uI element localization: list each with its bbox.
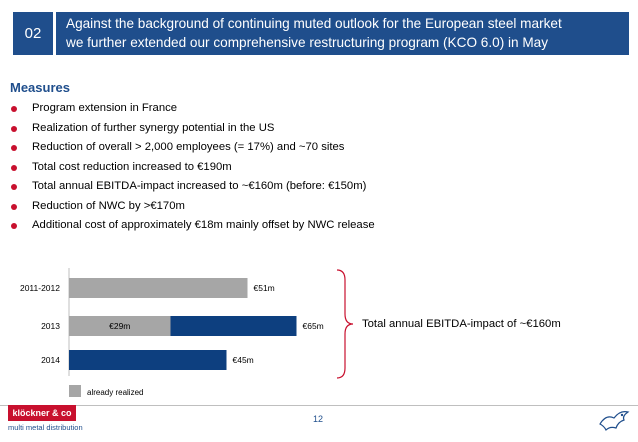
- section-number: 02: [24, 25, 42, 42]
- bar-segment: [69, 278, 248, 298]
- measure-item: Reduction of NWC by >€170m: [10, 197, 375, 217]
- measure-text: Total cost reduction increased to €190m: [32, 160, 232, 173]
- measure-item: Program extension in France: [10, 99, 375, 119]
- ebitda-impact-chart: 2011-2012 2013 2014 €51m €29m €65m €45m: [0, 262, 638, 402]
- bar-segment: [170, 316, 297, 336]
- data-label: €51m: [254, 283, 275, 293]
- legend-label-already-realized: already realized: [87, 388, 144, 397]
- measure-text: Reduction of NWC by >€170m: [32, 199, 185, 212]
- company-tagline: multi metal distribution: [8, 423, 83, 432]
- slide-title-line-1: Against the background of continuing mut…: [66, 16, 562, 31]
- measure-text: Total annual EBITDA-impact increased to …: [32, 180, 367, 192]
- bullet-icon: [11, 184, 17, 190]
- total-ebitda-annotation: Total annual EBITDA-impact of ~€160m: [362, 318, 561, 330]
- footer-divider: [0, 405, 638, 406]
- bullet-icon: [11, 106, 17, 112]
- measures-heading: Measures: [10, 80, 70, 95]
- bullet-icon: [11, 203, 17, 210]
- measure-text: Realization of further synergy potential…: [32, 121, 275, 134]
- bullet-icon: [11, 164, 17, 171]
- bullet-icon: [11, 223, 17, 229]
- bullet-icon: [11, 125, 17, 132]
- y-tick-label: 2014: [41, 355, 60, 365]
- y-tick-label: 2013: [41, 321, 60, 331]
- section-number-badge: 02: [13, 12, 53, 55]
- right-brace-icon: [336, 269, 354, 379]
- mascot-icon: [599, 411, 630, 432]
- measure-item: Reduction of overall > 2,000 employees (…: [10, 138, 375, 158]
- data-label: €65m: [303, 321, 324, 331]
- y-tick-label: 2011-2012: [20, 283, 60, 293]
- measure-item: Total annual EBITDA-impact increased to …: [10, 177, 375, 197]
- slide-title: Against the background of continuing mut…: [56, 12, 629, 55]
- bar-segment: [69, 350, 227, 370]
- data-label: €29m: [109, 321, 130, 331]
- measure-item: Realization of further synergy potential…: [10, 119, 375, 139]
- slide-title-line-2: we further extended our comprehensive re…: [66, 35, 549, 50]
- page-number: 12: [313, 414, 324, 424]
- data-label: €45m: [233, 355, 254, 365]
- legend-swatch-already-realized: [69, 385, 81, 397]
- measure-text: Reduction of overall > 2,000 employees (…: [32, 141, 345, 153]
- top-band: [0, 0, 638, 6]
- measure-item: Total cost reduction increased to €190m: [10, 158, 375, 178]
- bar-segment: [69, 316, 171, 336]
- ebitda-impact-chart-svg: 2011-2012 2013 2014 €51m €29m €65m €45m: [20, 268, 324, 376]
- measure-text: Program extension in France: [32, 102, 178, 114]
- measure-item: Additional cost of approximately €18m ma…: [10, 216, 375, 236]
- measure-text: Additional cost of approximately €18m ma…: [32, 219, 375, 231]
- bullet-icon: [11, 145, 17, 151]
- company-logo: klöckner & co: [8, 405, 76, 421]
- measures-list: Program extension in France Realization …: [10, 99, 375, 236]
